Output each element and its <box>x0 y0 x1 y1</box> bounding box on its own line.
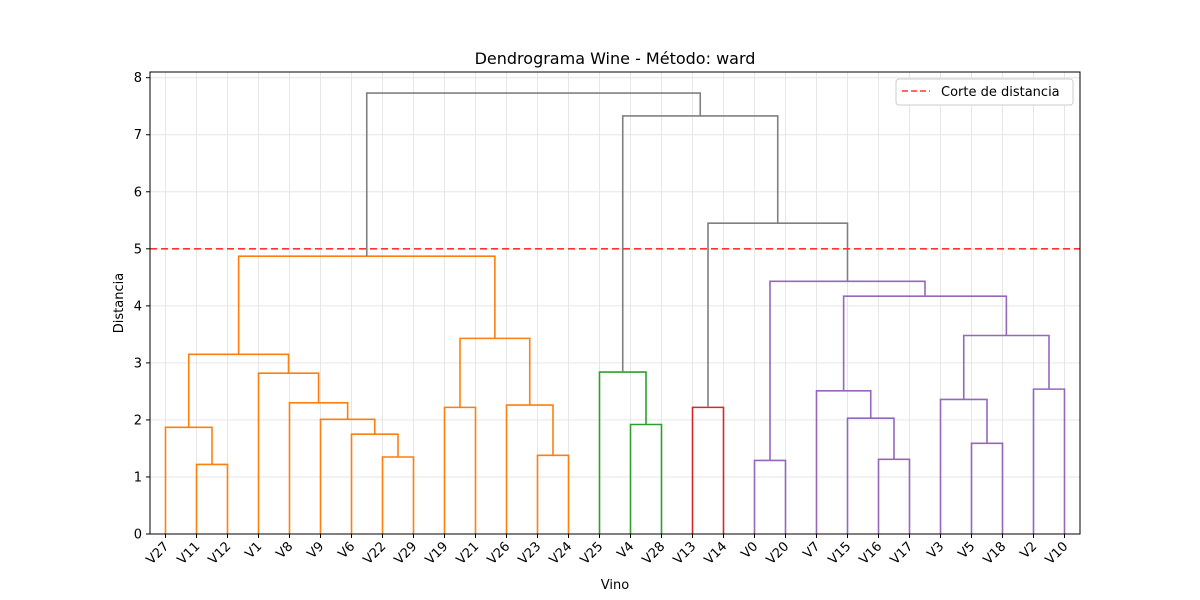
legend: Corte de distancia <box>895 78 1074 106</box>
dendrogram-link <box>939 398 988 534</box>
y-tick-label: 7 <box>134 128 142 143</box>
y-tick-label: 0 <box>134 528 142 543</box>
y-tick-label: 6 <box>134 185 142 200</box>
dendrogram-link <box>164 426 213 534</box>
dendrogram-link <box>443 406 477 534</box>
y-tick-label: 4 <box>134 299 142 314</box>
dendrogram-link <box>459 337 531 408</box>
dendrogram-link <box>846 417 895 534</box>
dendrogram-link <box>598 371 647 534</box>
dendrogram-link <box>629 423 663 534</box>
x-axis-label: Vino <box>601 578 629 593</box>
y-axis-label: Distancia <box>112 273 127 333</box>
y-axis: 0 1 2 3 4 5 6 7 8 <box>134 71 150 543</box>
dendrogram-link <box>257 372 320 534</box>
dendrogram-link <box>1032 388 1066 534</box>
legend-box <box>895 78 1074 106</box>
dendrogram-link <box>365 92 702 257</box>
dendrogram-link <box>842 295 1008 391</box>
y-tick-label: 8 <box>134 71 142 86</box>
dendrogram-link <box>691 406 725 534</box>
dendrogram-link <box>319 418 376 534</box>
y-tick-label: 1 <box>134 470 142 485</box>
y-tick-label: 5 <box>134 242 142 257</box>
dendrogram-link <box>536 454 570 534</box>
dendrogram-links <box>164 92 1066 534</box>
dendrogram-link <box>195 463 229 534</box>
dendrogram-link <box>621 115 779 373</box>
legend-label: Corte de distancia <box>941 85 1060 100</box>
dendrogram-link <box>237 255 496 355</box>
dendrogram-link <box>288 402 349 534</box>
chart-title: Dendrograma Wine - Método: ward <box>475 49 756 68</box>
plot-frame <box>149 71 1081 535</box>
dendrogram-link <box>769 280 926 461</box>
y-tick-label: 2 <box>134 413 142 428</box>
y-tick-label: 3 <box>134 356 142 371</box>
